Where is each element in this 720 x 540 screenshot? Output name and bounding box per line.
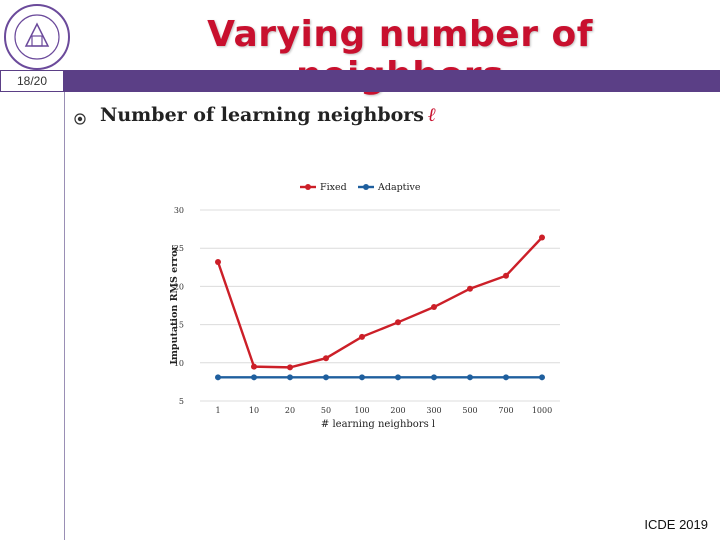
data-point-adaptive: [287, 374, 293, 381]
bullet-icon: [74, 113, 86, 125]
y-tick-label: 15: [174, 321, 184, 330]
x-tick-label: 10: [249, 406, 259, 415]
data-point-fixed: [467, 285, 473, 292]
data-point-fixed: [287, 364, 293, 371]
bullet-heading-text: Number of learning neighbors: [100, 104, 425, 126]
data-point-fixed: [359, 333, 365, 340]
data-point-adaptive: [251, 374, 257, 381]
series-lines: [215, 234, 545, 381]
bullet-heading-symbol: ℓ: [428, 104, 437, 126]
data-point-fixed: [215, 258, 221, 265]
x-tick-label: 20: [285, 406, 295, 415]
x-tick-label: 300: [426, 406, 441, 415]
data-point-fixed: [251, 363, 257, 370]
x-tick-label: 200: [390, 406, 405, 415]
slide-header-bar: [0, 70, 720, 92]
data-point-adaptive: [431, 374, 437, 381]
data-point-adaptive: [467, 374, 473, 381]
data-point-fixed: [395, 319, 401, 326]
grid-lines: [200, 209, 560, 402]
data-point-adaptive: [539, 374, 545, 381]
x-tick-labels: 1 10 20 50 100 200 300 500 700 1000: [215, 406, 552, 415]
data-point-fixed: [503, 272, 509, 279]
line-chart: 5 10 15 20 25 30 1 10 20 50 100 200 300 500 700 1000 F…: [169, 182, 560, 430]
data-point-fixed: [539, 234, 545, 241]
x-tick-label: 1: [215, 406, 220, 415]
y-axis-label: Imputation RMS error: [169, 244, 180, 364]
data-point-fixed: [323, 355, 329, 362]
data-point-adaptive: [359, 374, 365, 381]
legend-swatch-marker: [305, 184, 311, 190]
legend: Fixed Adaptive: [300, 182, 421, 193]
x-tick-label: 500: [462, 406, 477, 415]
y-tick-label: 30: [174, 206, 184, 215]
data-point-adaptive: [395, 374, 401, 381]
series-line-fixed: [216, 236, 543, 369]
left-divider: [64, 92, 65, 540]
data-point-adaptive: [215, 374, 221, 381]
y-tick-label: 20: [174, 282, 184, 291]
x-tick-label: 700: [498, 406, 513, 415]
bullet-heading: Number of learning neighbors ℓ: [100, 104, 436, 127]
x-tick-label: 1000: [532, 406, 552, 415]
data-point-adaptive: [323, 374, 329, 381]
university-logo: [4, 4, 70, 70]
x-tick-label: 100: [354, 406, 369, 415]
footer-label: ICDE 2019: [644, 517, 708, 532]
x-tick-label: 50: [321, 406, 331, 415]
data-point-fixed: [431, 304, 437, 311]
page-number: 18/20: [0, 70, 64, 92]
legend-swatch-marker: [363, 184, 369, 190]
y-tick-label: 10: [174, 359, 184, 368]
y-tick-label: 5: [179, 397, 184, 406]
y-tick-labels: 5 10 15 20 25 30: [174, 206, 184, 406]
y-tick-label: 25: [174, 244, 184, 253]
legend-label: Fixed: [320, 182, 347, 193]
data-point-adaptive: [503, 374, 509, 381]
legend-label: Adaptive: [377, 182, 421, 193]
x-axis-label: # learning neighbors l: [321, 419, 435, 430]
